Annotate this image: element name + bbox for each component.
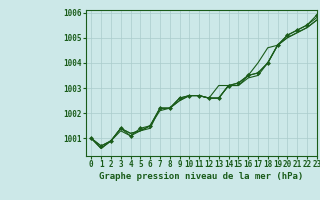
- X-axis label: Graphe pression niveau de la mer (hPa): Graphe pression niveau de la mer (hPa): [100, 172, 304, 181]
